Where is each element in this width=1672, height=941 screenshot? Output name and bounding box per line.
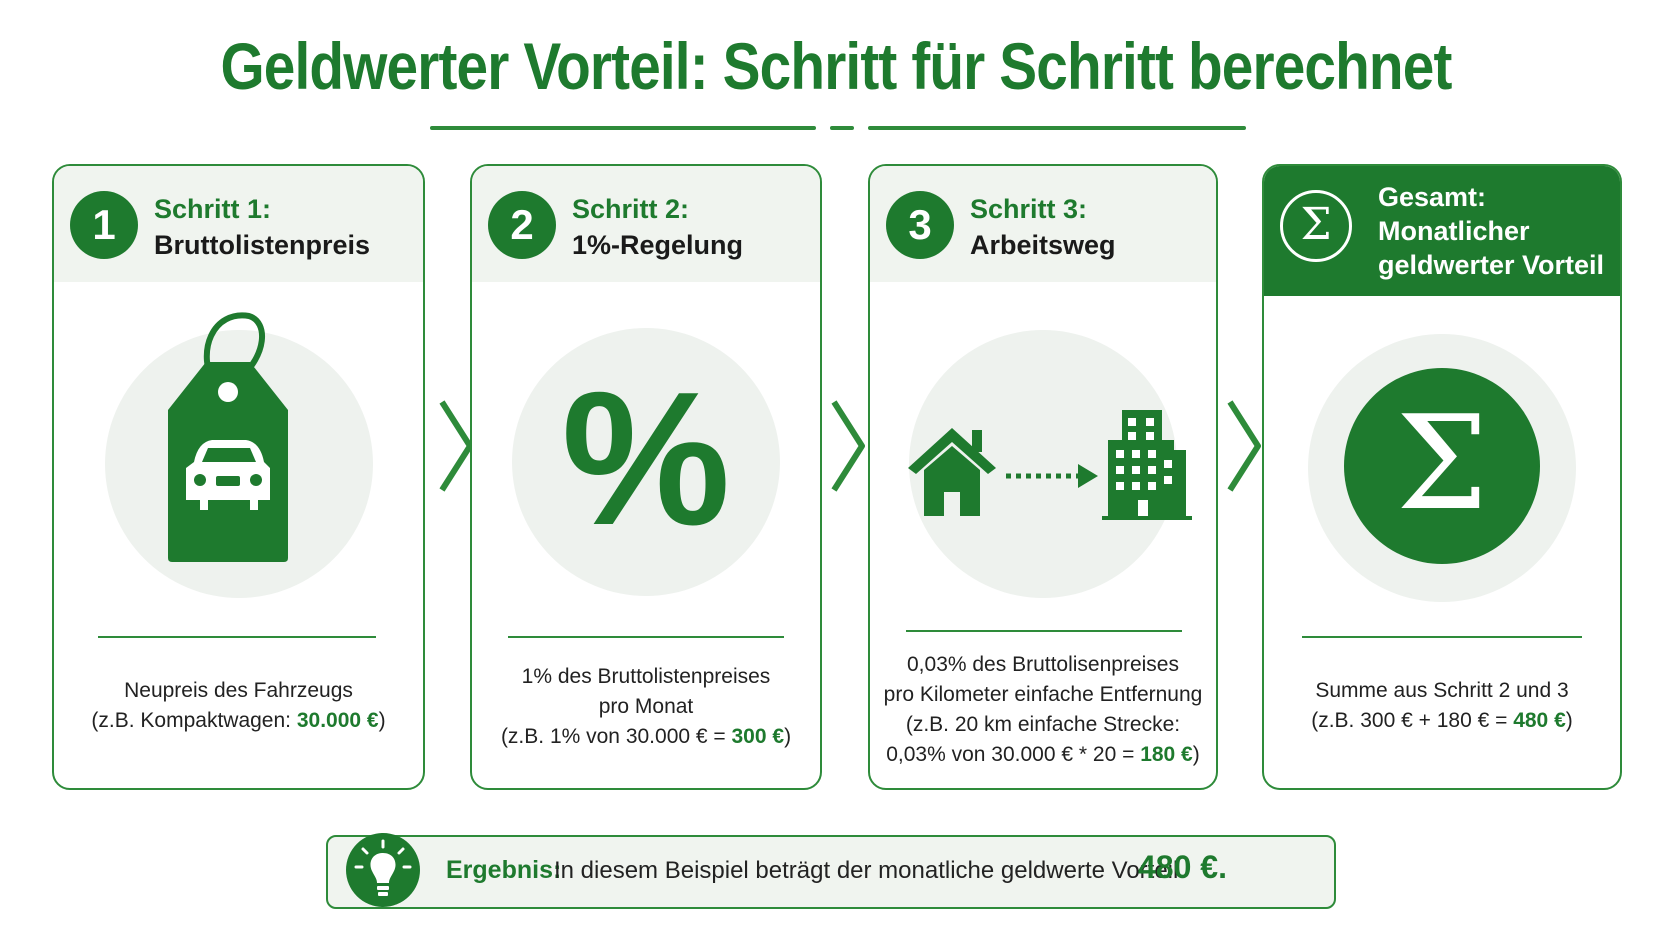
step-description: Neupreis des Fahrzeugs (z.B. Kompaktwage…: [54, 676, 423, 736]
highlight-value: 300 €: [731, 725, 785, 748]
total-description: Summe aus Schritt 2 und 3 (z.B. 300 € + …: [1264, 676, 1620, 736]
total-label: Gesamt:: [1378, 182, 1487, 212]
desc-text: 0,03% von 30.000 € * 20 =: [886, 743, 1141, 766]
desc-text: (z.B. 1% von 30.000 € =: [500, 725, 732, 748]
step-description: 0,03% des Bruttolisenpreises pro Kilomet…: [870, 650, 1216, 770]
desc-line: Neupreis des Fahrzeugs: [124, 679, 353, 702]
highlight-value: 480 €: [1513, 709, 1566, 732]
step-header: 2 Schritt 2: 1%-Regelung: [472, 166, 820, 282]
card-divider: [1302, 636, 1582, 638]
desc-text: ): [378, 709, 386, 732]
title-underline-left: [430, 126, 816, 130]
step-card-3: 3 Schritt 3: Arbeitsweg 0,03% des Brutto…: [868, 164, 1218, 790]
step-title: Bruttolistenpreis: [154, 230, 371, 260]
desc-text: ): [1565, 709, 1573, 732]
icon-circle: [512, 328, 780, 596]
desc-text: (z.B. 300 € + 180 € =: [1311, 709, 1514, 732]
highlight-value: 30.000 €: [296, 709, 379, 732]
desc-line: 1% des Bruttolistenpreises: [521, 665, 771, 688]
step-description: 1% des Bruttolistenpreises pro Monat (z.…: [472, 662, 820, 752]
card-divider: [906, 630, 1182, 632]
desc-line: 0,03% von 30.000 € * 20 = 180 €): [870, 740, 1216, 770]
step-header: 1 Schritt 1: Bruttolistenpreis: [54, 166, 423, 282]
step-card-2: 2 Schritt 2: 1%-Regelung % 1% des Brutto…: [470, 164, 822, 790]
desc-line: (z.B. 1% von 30.000 € = 300 €): [472, 722, 820, 752]
desc-line: (z.B. 300 € + 180 € = 480 €): [1264, 706, 1620, 736]
sigma-icon: Σ: [1344, 368, 1540, 564]
step-header: 3 Schritt 3: Arbeitsweg: [870, 166, 1216, 282]
total-title-line: geldwerter Vorteil: [1378, 250, 1605, 280]
desc-text: ): [784, 725, 792, 748]
desc-line: pro Kilometer einfache Entfernung: [883, 683, 1203, 706]
total-title-line: Monatlicher: [1378, 216, 1530, 246]
total-card: Σ Gesamt: Monatlicher geldwerter Vorteil…: [1262, 164, 1622, 790]
desc-line: pro Monat: [598, 695, 694, 718]
step-number-badge: 1: [70, 191, 138, 259]
chevron-right-icon: [831, 400, 865, 492]
price-tag-car-icon: [168, 312, 288, 562]
title-underline-middle: [830, 126, 854, 130]
total-title: Monatlicher geldwerter Vorteil: [1378, 214, 1620, 282]
highlight-value: 180 €: [1140, 743, 1193, 766]
result-value: 480 €.: [1138, 849, 1227, 885]
card-divider: [508, 636, 784, 638]
step-label: Schritt 2:: [572, 194, 690, 224]
desc-line: Summe aus Schritt 2 und 3: [1315, 679, 1569, 702]
result-text: In diesem Beispiel beträgt der monatlich…: [554, 857, 1179, 884]
result-banner: Ergebnis: In diesem Beispiel beträgt der…: [326, 833, 1336, 909]
percent-icon: %: [561, 353, 731, 565]
card-divider: [98, 636, 376, 638]
step-number-badge: 3: [886, 191, 954, 259]
step-card-1: 1 Schritt 1: Bruttolistenpreis Neupreis …: [52, 164, 425, 790]
total-header: Σ Gesamt: Monatlicher geldwerter Vorteil: [1264, 166, 1620, 296]
desc-line: 0,03% des Bruttolisenpreises: [907, 653, 1179, 676]
step-label: Schritt 3:: [970, 194, 1088, 224]
desc-text: (z.B. Kompaktwagen:: [91, 709, 297, 732]
chevron-right-icon: [1227, 400, 1261, 492]
desc-line: (z.B. 20 km einfache Strecke:: [905, 713, 1181, 736]
step-title: Arbeitsweg: [970, 230, 1116, 260]
desc-line: (z.B. Kompaktwagen: 30.000 €): [54, 706, 423, 736]
sigma-badge-icon: Σ: [1280, 190, 1352, 262]
desc-text: ): [1192, 743, 1200, 766]
step-label: Schritt 1:: [154, 194, 272, 224]
page-title: Geldwerter Vorteil: Schritt für Schritt …: [220, 29, 1452, 103]
result-label: Ergebnis:: [446, 856, 562, 884]
home-to-office-icon: [908, 410, 1192, 520]
lightbulb-icon: [346, 833, 420, 907]
step-title: 1%-Regelung: [572, 230, 744, 260]
title-underline-right: [868, 126, 1246, 130]
step-number-badge: 2: [488, 191, 556, 259]
